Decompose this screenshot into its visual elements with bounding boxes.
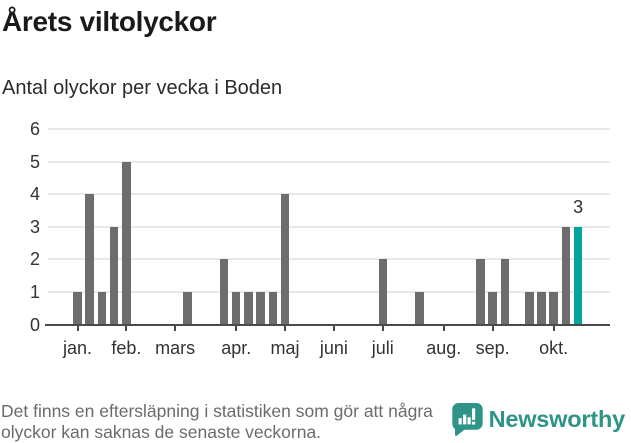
bar [268,291,278,325]
x-tick-mark [174,325,177,331]
x-tick-label: juli [371,338,394,358]
y-tick-label: 6 [29,119,40,140]
x-tick-mark [76,325,79,331]
bar [85,194,94,325]
x-tick-mark [552,325,555,331]
footnote-line-2: olyckor kan saknas de senaste veckorna. [1,422,322,442]
gridline [48,225,610,228]
chart-title: Årets viltolyckor [2,6,217,37]
bar [97,291,107,325]
x-tick-mark [125,325,128,331]
footnote: Det finns en eftersläpning i statistiken… [1,401,433,443]
bar [231,291,241,325]
bar [549,291,558,325]
footnote-line-1: Det finns en eftersläpning i statistiken… [1,401,433,421]
newsworthy-logo-text: Newsworthy [488,406,626,432]
x-tick-label: apr. [221,338,252,358]
chart-subtitle: Antal olyckor per vecka i Boden [2,77,283,99]
bar [561,226,571,325]
gridline [48,160,610,163]
y-tick-label: 4 [29,184,40,205]
gridline [48,128,610,131]
x-tick-mark [442,325,445,331]
gridline [48,290,610,293]
x-tick-label: feb. [111,338,142,358]
gridline [48,258,610,261]
bar [183,291,192,325]
bar [244,291,253,325]
x-tick-mark [381,325,384,331]
x-tick-label: jan. [62,338,93,358]
y-tick-label: 3 [29,216,40,237]
x-tick-mark [491,325,494,331]
bar [476,259,485,325]
x-tick-label: maj [270,338,300,358]
gridline [48,193,610,196]
newsworthy-logo-icon [451,403,483,436]
x-tick-mark [284,325,287,331]
bar [219,259,229,325]
bar [488,291,497,325]
x-tick-mark [332,325,335,331]
y-tick-label: 0 [29,314,40,335]
bar [122,161,131,325]
y-tick-label: 1 [29,281,40,302]
bar-highlighted [573,226,583,325]
bar-value-label: 3 [573,196,584,217]
bar [537,291,546,325]
x-tick-label: okt. [539,338,569,358]
x-axis-line [45,323,610,326]
bar [256,291,265,325]
y-tick-label: 5 [29,151,40,172]
bar [378,259,387,325]
x-tick-label: mars [155,338,196,358]
x-tick-label: juni [319,338,348,358]
bar [415,291,424,325]
x-tick-label: aug. [426,338,462,358]
bar [109,226,119,325]
bar [73,291,82,325]
x-tick-mark [235,325,238,331]
bar [500,259,510,325]
newsworthy-brand: Newsworthy [451,403,626,436]
y-tick-label: 2 [29,249,40,270]
x-tick-label: sep. [475,338,510,358]
bar [525,291,534,325]
bar [280,194,290,325]
